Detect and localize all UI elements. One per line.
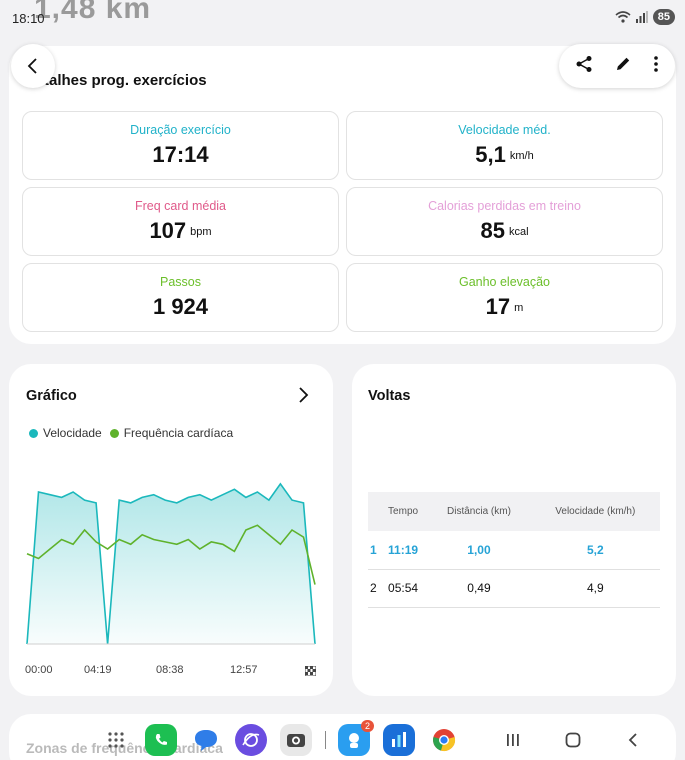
metric-unit: kcal	[508, 226, 529, 238]
metric-value: 85	[480, 218, 505, 243]
lap-number: 2	[368, 569, 379, 608]
chevron-left-icon	[628, 733, 637, 747]
camera-app[interactable]	[280, 724, 312, 756]
phone-icon	[155, 734, 167, 745]
pencil-icon	[616, 57, 630, 70]
recents-icon	[507, 734, 519, 746]
chrome-app[interactable]	[428, 724, 460, 756]
metric-label: Freq card média	[134, 199, 226, 213]
header-time: Tempo	[378, 492, 428, 531]
metric-value: 5,1	[475, 142, 506, 167]
metric-steps: Passos 1 924	[22, 263, 339, 332]
chevron-right-icon[interactable]	[297, 386, 309, 404]
notification-badge: 2	[360, 720, 374, 732]
health-app[interactable]	[383, 724, 415, 756]
lap-distance: 1,00	[427, 531, 531, 570]
metric-unit: bpm	[190, 226, 212, 238]
metric-value: 17	[485, 294, 511, 319]
chart-legend: Velocidade Frequência cardíaca	[29, 426, 233, 440]
planet-icon	[242, 733, 260, 747]
metric-label: Passos	[160, 275, 201, 289]
header-lap	[368, 492, 379, 531]
status-icons: 85	[615, 9, 675, 25]
bar-chart-icon	[392, 732, 406, 747]
legend-dot-speed	[29, 428, 38, 438]
x-tick-label: 08:38	[156, 664, 184, 676]
metric-unit: km/h	[509, 150, 534, 162]
bixby-app[interactable]: 2	[338, 720, 374, 756]
wifi-icon	[615, 11, 631, 23]
signal-icon	[635, 11, 648, 23]
x-tick-label: 12:57	[230, 664, 258, 676]
phone-app[interactable]	[145, 724, 177, 756]
x-tick-label: 04:19	[84, 664, 112, 676]
metric-label: Velocidade méd.	[458, 123, 551, 137]
lap-distance: 0,49	[427, 569, 531, 608]
battery-indicator: 85	[652, 9, 675, 25]
app-drawer-button[interactable]	[100, 724, 132, 756]
finish-flag-icon	[305, 666, 316, 676]
metric-avg-heart-rate: Freq card média 107 bpm	[22, 187, 339, 256]
speed-series-line	[26, 482, 316, 645]
metric-avg-speed: Velocidade méd. 5,1 km/h	[346, 111, 663, 180]
internet-app[interactable]	[235, 724, 267, 756]
back-button[interactable]	[11, 44, 55, 88]
taskbar-divider	[325, 731, 326, 749]
status-ghost-text: 1,48 km	[34, 0, 152, 25]
taskbar: 2	[100, 720, 660, 760]
laps-title: Voltas	[368, 388, 411, 404]
more-options-button[interactable]	[653, 55, 659, 78]
laps-card: Voltas Tempo Distância (km) Velocidade (…	[352, 364, 676, 696]
table-header-row: Tempo Distância (km) Velocidade (km/h)	[368, 492, 660, 531]
recents-button[interactable]	[493, 724, 533, 756]
metric-value: 107	[149, 218, 187, 243]
header-speed: Velocidade (km/h)	[530, 492, 660, 531]
home-icon	[565, 732, 581, 748]
grid-icon	[108, 732, 124, 748]
heart-rate-series-line	[26, 524, 316, 585]
home-button[interactable]	[553, 724, 593, 756]
table-row[interactable]: 2 05:54 0,49 4,9	[368, 569, 660, 608]
page-title: talhes prog. exercícios	[44, 72, 207, 89]
metric-value: 17:14	[152, 142, 209, 167]
legend-dot-heart-rate	[109, 428, 119, 438]
lap-number: 1	[368, 531, 379, 570]
chevron-left-icon	[27, 58, 37, 74]
more-vertical-icon	[653, 55, 658, 72]
table-row[interactable]: 1 11:19 1,00 5,2	[368, 531, 660, 570]
header-distance: Distância (km)	[427, 492, 531, 531]
lap-speed: 4,9	[530, 569, 660, 608]
status-bar: 1,48 km 18:10 85	[0, 0, 685, 36]
metric-elevation-gain: Ganho elevação 17 m	[346, 263, 663, 332]
legend-label-heart-rate: Frequência cardíaca	[123, 426, 234, 440]
chrome-icon	[433, 729, 456, 752]
metric-unit: m	[514, 302, 524, 314]
lap-speed: 5,2	[530, 531, 660, 570]
lap-time: 05:54	[378, 569, 428, 608]
back-nav-button[interactable]	[613, 724, 653, 756]
graph-title: Gráfico	[26, 388, 77, 404]
speed-area	[27, 483, 315, 644]
chat-bubble-icon	[195, 730, 217, 751]
character-icon	[349, 733, 359, 748]
edit-button[interactable]	[614, 55, 632, 78]
metric-value: 1 924	[152, 294, 209, 319]
metric-label: Duração exercício	[130, 123, 231, 137]
metric-label: Ganho elevação	[458, 275, 551, 289]
share-icon	[576, 55, 592, 72]
metric-duration: Duração exercício 17:14	[22, 111, 339, 180]
lap-time: 11:19	[378, 531, 428, 570]
actions-toolbar	[559, 44, 675, 88]
status-time: 18:10	[12, 11, 45, 26]
metric-label: Calorias perdidas em treino	[428, 199, 581, 213]
camera-icon	[287, 734, 305, 747]
metric-calories: Calorias perdidas em treino 85 kcal	[346, 187, 663, 256]
share-button[interactable]	[575, 55, 593, 78]
speed-heart-rate-chart	[26, 482, 316, 645]
laps-table: Tempo Distância (km) Velocidade (km/h) 1…	[368, 492, 660, 608]
graph-card[interactable]: Gráfico Velocidade Frequência cardíaca 0…	[9, 364, 333, 696]
x-tick-label: 00:00	[25, 664, 53, 676]
messages-app[interactable]	[190, 724, 222, 756]
legend-label-speed: Velocidade	[43, 426, 102, 440]
